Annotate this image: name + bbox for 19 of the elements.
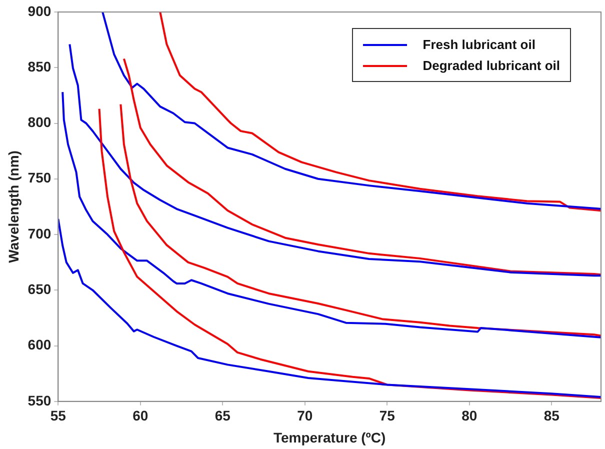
x-axis-title: Temperature (ºC) [273,429,386,446]
y-tick-label: 600 [28,336,52,353]
y-tick-label: 800 [28,114,52,130]
y-axis-title: Wavelength (nm) [5,150,22,263]
y-tick-label: 750 [28,170,52,186]
y-tick-label: 550 [28,392,52,408]
y-tick-label: 650 [28,281,52,297]
legend-label: Degraded lubricant oil [422,58,560,73]
y-tick-label: 700 [28,225,52,242]
y-tick-label: 900 [28,2,52,19]
x-tick-label: 80 [462,408,478,424]
legend-label: Fresh lubricant oil [422,37,536,52]
x-tick-label: 75 [379,408,396,424]
x-tick-label: 60 [132,408,148,424]
y-tick-label: 850 [28,58,52,74]
x-tick-label: 70 [297,408,313,424]
x-tick-label: 85 [544,408,560,424]
x-tick-label: 65 [214,408,231,424]
x-tick-label: 55 [50,408,66,424]
